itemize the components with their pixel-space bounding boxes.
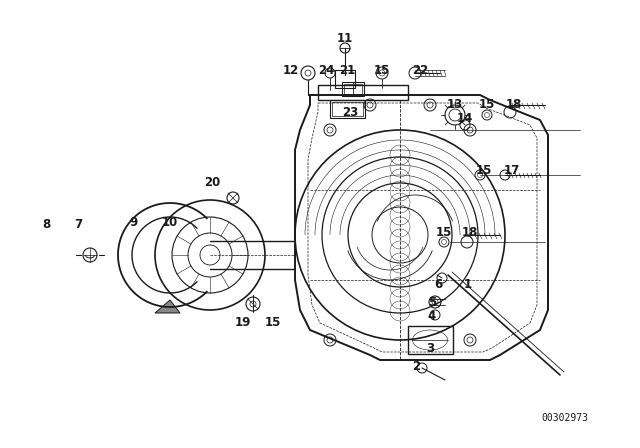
Bar xyxy=(332,102,363,116)
Text: 21: 21 xyxy=(339,64,355,77)
Text: 15: 15 xyxy=(374,64,390,77)
Text: 5: 5 xyxy=(428,296,436,309)
Bar xyxy=(344,84,362,94)
Text: 4: 4 xyxy=(428,310,436,323)
Text: 23: 23 xyxy=(342,105,358,119)
Polygon shape xyxy=(155,300,180,313)
Text: 24: 24 xyxy=(318,64,334,77)
Text: 18: 18 xyxy=(506,99,522,112)
Text: 10: 10 xyxy=(162,215,178,228)
Text: 7: 7 xyxy=(74,219,82,232)
Text: 3: 3 xyxy=(426,341,434,354)
Text: 13: 13 xyxy=(447,99,463,112)
Text: 17: 17 xyxy=(504,164,520,177)
Text: 22: 22 xyxy=(412,64,428,77)
Text: 11: 11 xyxy=(337,31,353,44)
Text: 15: 15 xyxy=(479,99,495,112)
Text: 15: 15 xyxy=(476,164,492,177)
Text: 20: 20 xyxy=(204,177,220,190)
Text: 18: 18 xyxy=(462,225,478,238)
Text: 00302973: 00302973 xyxy=(541,413,589,423)
Text: 15: 15 xyxy=(265,315,281,328)
Bar xyxy=(408,326,453,354)
Bar xyxy=(342,82,364,96)
Text: 1: 1 xyxy=(464,279,472,292)
Bar xyxy=(330,100,365,118)
Text: 12: 12 xyxy=(283,64,299,77)
Text: 19: 19 xyxy=(235,315,251,328)
Text: 6: 6 xyxy=(434,279,442,292)
Text: 9: 9 xyxy=(129,215,137,228)
Bar xyxy=(335,70,355,88)
Text: 15: 15 xyxy=(436,225,452,238)
Bar xyxy=(318,85,408,100)
Text: 14: 14 xyxy=(457,112,473,125)
Text: 8: 8 xyxy=(42,219,50,232)
Text: 2: 2 xyxy=(412,361,420,374)
